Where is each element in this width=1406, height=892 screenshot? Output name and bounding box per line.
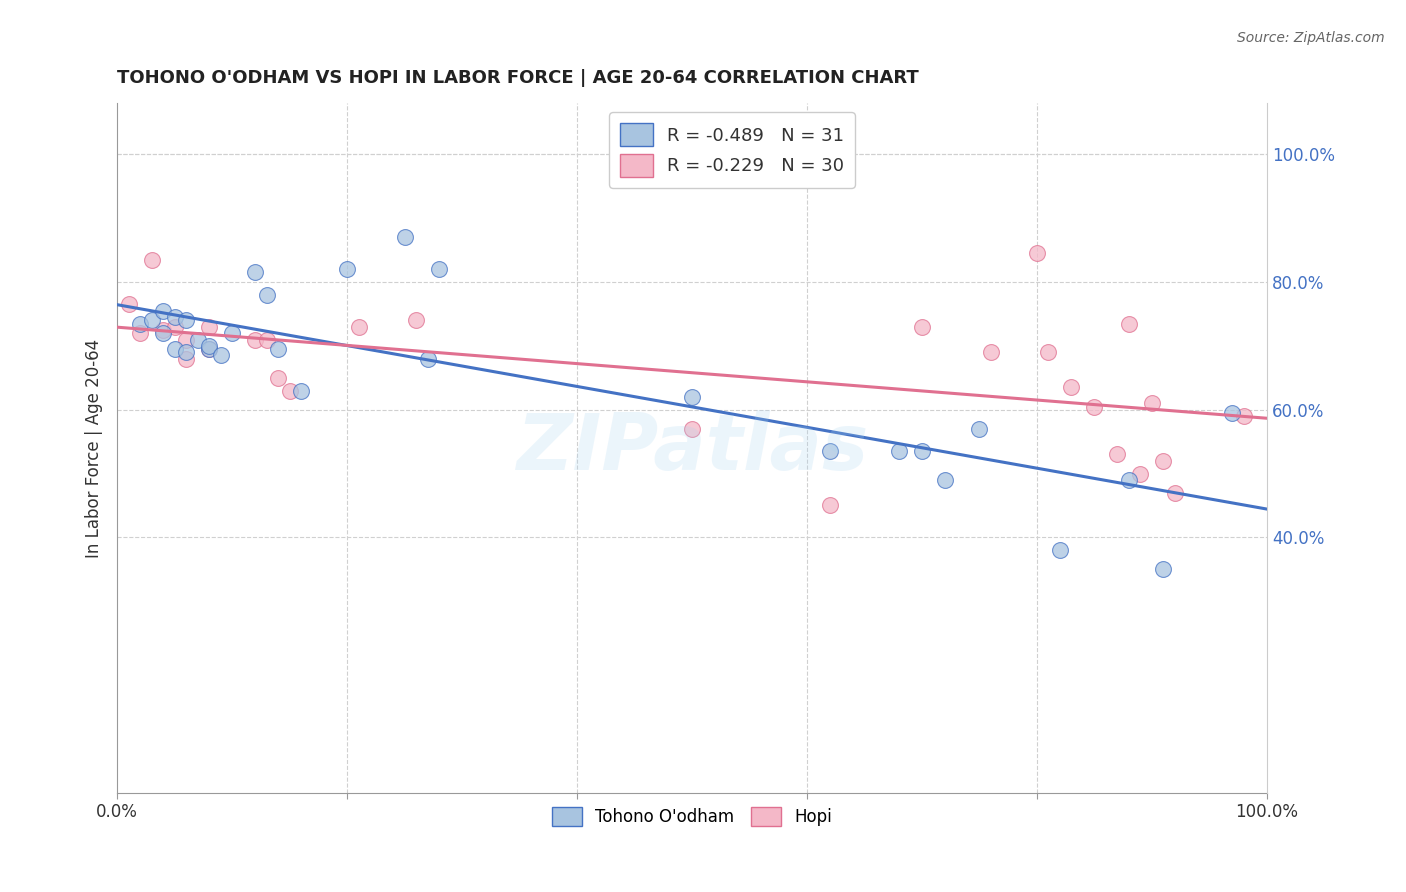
Point xyxy=(221,326,243,340)
Point xyxy=(152,326,174,340)
Point xyxy=(198,342,221,356)
Point xyxy=(818,499,841,513)
Point xyxy=(818,444,841,458)
Point xyxy=(347,319,370,334)
Point xyxy=(980,345,1002,359)
Point xyxy=(1038,345,1060,359)
Point xyxy=(1129,467,1152,481)
Point xyxy=(267,371,290,385)
Point xyxy=(1164,485,1187,500)
Legend: Tohono O'odham, Hopi: Tohono O'odham, Hopi xyxy=(546,800,839,832)
Point xyxy=(129,317,152,331)
Point xyxy=(174,333,197,347)
Point xyxy=(1140,396,1163,410)
Point xyxy=(187,333,209,347)
Y-axis label: In Labor Force | Age 20-64: In Labor Force | Age 20-64 xyxy=(86,338,103,558)
Point xyxy=(1233,409,1256,423)
Point xyxy=(1118,473,1140,487)
Point xyxy=(969,422,991,436)
Point xyxy=(934,473,956,487)
Point xyxy=(243,333,266,347)
Point xyxy=(887,444,910,458)
Point xyxy=(198,319,221,334)
Point xyxy=(290,384,312,398)
Point xyxy=(1152,562,1174,576)
Point xyxy=(256,333,278,347)
Point xyxy=(911,319,934,334)
Point xyxy=(198,339,221,353)
Point xyxy=(1060,380,1083,394)
Point xyxy=(152,323,174,337)
Point xyxy=(681,390,703,404)
Point xyxy=(394,230,416,244)
Point xyxy=(174,345,197,359)
Point xyxy=(1118,317,1140,331)
Point xyxy=(911,444,934,458)
Point xyxy=(1222,406,1244,420)
Point xyxy=(1152,454,1174,468)
Point xyxy=(198,342,221,356)
Point xyxy=(243,265,266,279)
Point xyxy=(1107,447,1129,461)
Point xyxy=(163,319,186,334)
Point xyxy=(256,288,278,302)
Point xyxy=(267,342,290,356)
Point xyxy=(163,342,186,356)
Point xyxy=(152,303,174,318)
Text: TOHONO O'ODHAM VS HOPI IN LABOR FORCE | AGE 20-64 CORRELATION CHART: TOHONO O'ODHAM VS HOPI IN LABOR FORCE | … xyxy=(117,69,920,87)
Point xyxy=(163,310,186,325)
Point xyxy=(681,422,703,436)
Point xyxy=(118,297,141,311)
Point xyxy=(129,326,152,340)
Point xyxy=(141,313,163,327)
Point xyxy=(416,351,439,366)
Point xyxy=(427,262,450,277)
Point xyxy=(174,313,197,327)
Point xyxy=(141,252,163,267)
Point xyxy=(209,348,232,362)
Point xyxy=(1026,246,1049,260)
Point xyxy=(405,313,427,327)
Point xyxy=(1049,543,1071,558)
Point xyxy=(336,262,359,277)
Point xyxy=(278,384,301,398)
Text: Source: ZipAtlas.com: Source: ZipAtlas.com xyxy=(1237,31,1385,45)
Point xyxy=(174,351,197,366)
Point xyxy=(1083,400,1105,414)
Text: ZIPatlas: ZIPatlas xyxy=(516,410,868,486)
